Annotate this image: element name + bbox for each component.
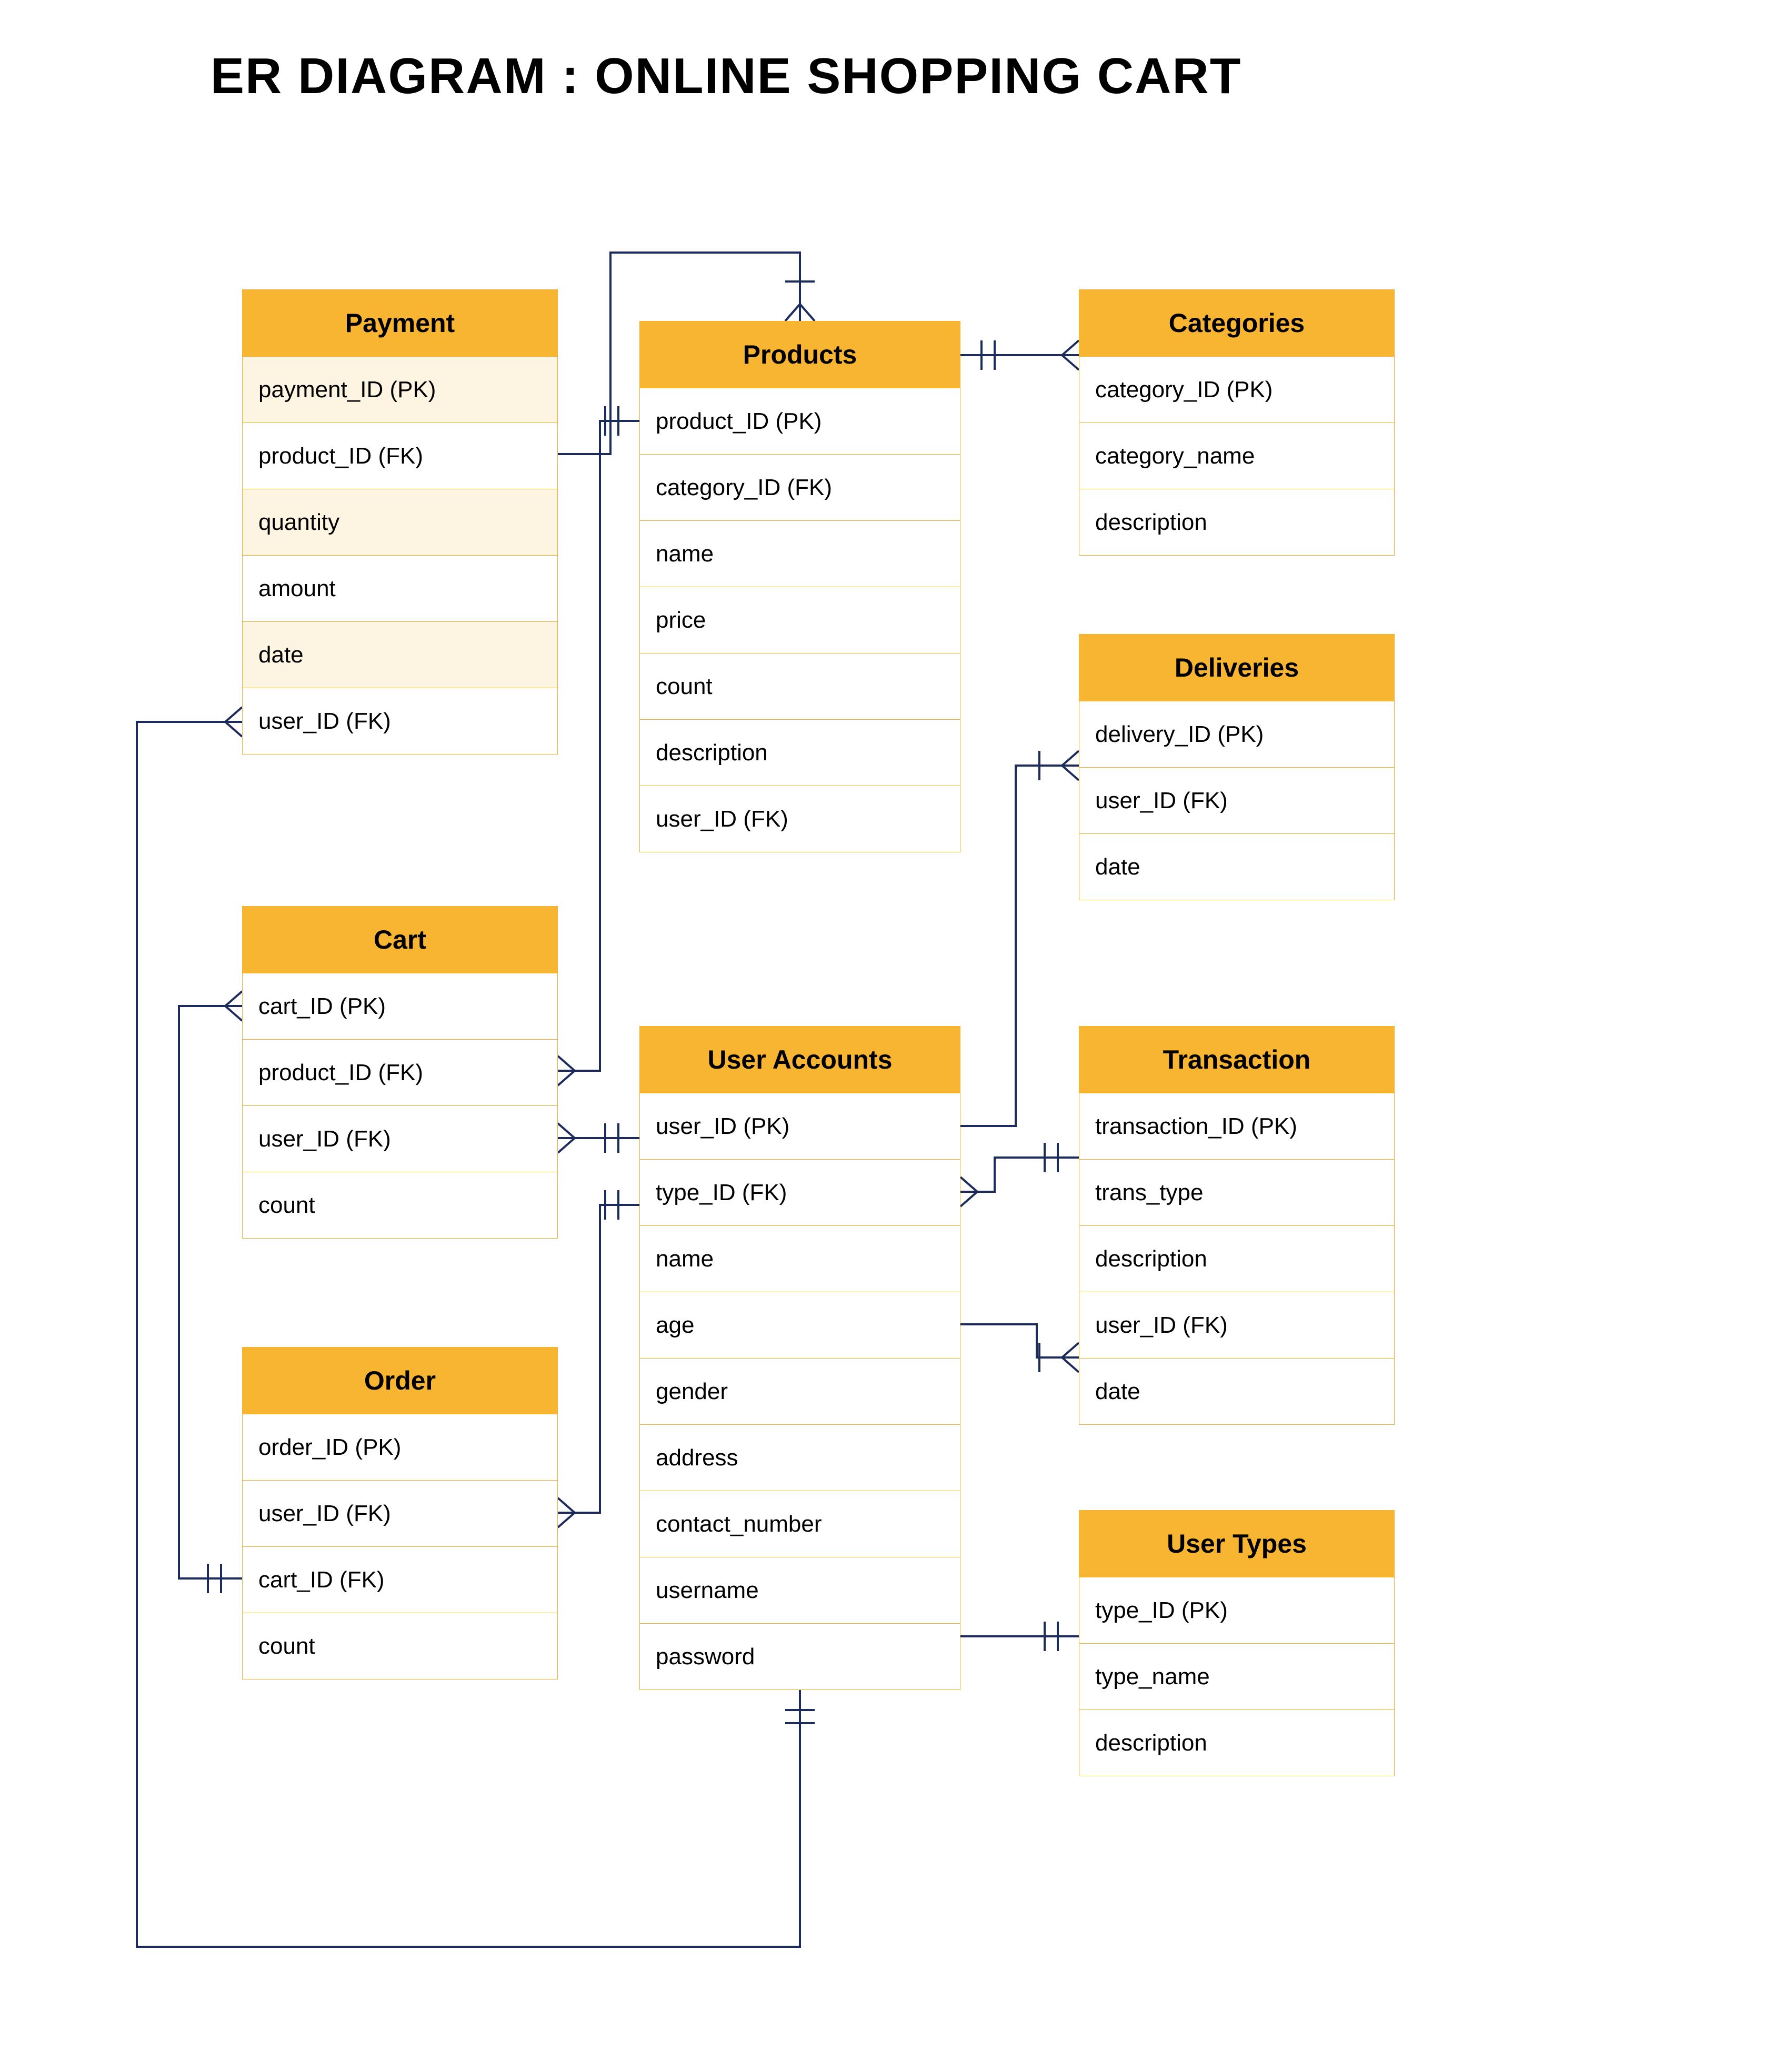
entity-attribute: order_ID (PK) [243,1414,557,1480]
entity-header: Transaction [1079,1027,1394,1093]
entity-attribute: amount [243,555,557,621]
entity-attribute: description [640,719,960,786]
entity-attribute: type_ID (FK) [640,1159,960,1225]
entity-attribute: price [640,587,960,653]
entity-attribute: user_ID (FK) [243,688,557,754]
entity-products: Productsproduct_ID (PK)category_ID (FK)n… [639,321,960,852]
connector-cart-product-to-products [558,406,639,1085]
connector-useraccounts-to-deliveries [960,751,1079,1126]
entity-attribute: gender [640,1358,960,1424]
entity-attribute: description [1079,1709,1394,1776]
entity-attribute: quantity [243,489,557,555]
entity-transaction: Transactiontransaction_ID (PK)trans_type… [1079,1026,1395,1425]
connector-useraccounts-to-transaction-user [960,1324,1079,1372]
entity-attribute: address [640,1424,960,1491]
entity-deliveries: Deliveriesdelivery_ID (PK)user_ID (FK)da… [1079,634,1395,900]
connector-products-to-categories [960,340,1079,370]
entity-attribute: category_ID (PK) [1079,356,1394,423]
entity-attribute: date [1079,1358,1394,1424]
er-diagram-canvas: ER DIAGRAM : ONLINE SHOPPING CART Paymen… [0,0,1773,2072]
entity-attribute: contact_number [640,1491,960,1557]
page-title: ER DIAGRAM : ONLINE SHOPPING CART [211,47,1241,105]
entity-attribute: cart_ID (PK) [243,973,557,1039]
entity-header: Order [243,1347,557,1414]
entity-attribute: password [640,1623,960,1689]
entity-attribute: count [640,653,960,719]
connector-useraccounts-to-transaction-top [960,1143,1079,1206]
entity-attribute: user_ID (PK) [640,1093,960,1159]
entity-header: Payment [243,290,557,356]
entity-payment: Paymentpayment_ID (PK)product_ID (FK)qua… [242,289,558,755]
entity-attribute: category_name [1079,423,1394,489]
entity-attribute: product_ID (FK) [243,1039,557,1105]
entity-attribute: category_ID (FK) [640,454,960,520]
entity-attribute: user_ID (FK) [243,1480,557,1546]
entity-header: Products [640,321,960,388]
entity-header: User Accounts [640,1027,960,1093]
entity-attribute: user_ID (FK) [640,786,960,852]
entity-attribute: count [243,1613,557,1679]
entity-usertypes: User Typestype_ID (PK)type_namedescripti… [1079,1510,1395,1776]
entity-categories: Categoriescategory_ID (PK)category_named… [1079,289,1395,556]
entity-attribute: count [243,1172,557,1238]
entity-attribute: user_ID (FK) [243,1105,557,1172]
entity-header: Categories [1079,290,1394,356]
entity-attribute: description [1079,489,1394,555]
connector-cart-user-to-useraccounts [558,1123,639,1153]
entity-cart: Cartcart_ID (PK)product_ID (FK)user_ID (… [242,906,558,1239]
entity-attribute: user_ID (FK) [1079,767,1394,833]
entity-attribute: username [640,1557,960,1623]
entity-attribute: product_ID (FK) [243,423,557,489]
entity-attribute: name [640,1225,960,1292]
entity-attribute: cart_ID (FK) [243,1546,557,1613]
entity-attribute: date [1079,833,1394,900]
entity-attribute: user_ID (FK) [1079,1292,1394,1358]
entity-header: User Types [1079,1511,1394,1577]
entity-attribute: delivery_ID (PK) [1079,701,1394,767]
connector-useraccounts-type-to-usertypes [960,1622,1079,1651]
entity-attribute: transaction_ID (PK) [1079,1093,1394,1159]
entity-attribute: product_ID (PK) [640,388,960,454]
entity-attribute: trans_type [1079,1159,1394,1225]
entity-attribute: payment_ID (PK) [243,356,557,423]
entity-attribute: type_name [1079,1643,1394,1709]
entity-attribute: date [243,621,557,688]
entity-attribute: age [640,1292,960,1358]
entity-attribute: name [640,520,960,587]
connector-order-user-to-useraccounts [558,1190,639,1527]
entity-attribute: description [1079,1225,1394,1292]
connector-order-cart-to-cart [179,991,242,1593]
entity-header: Deliveries [1079,635,1394,701]
entity-attribute: type_ID (PK) [1079,1577,1394,1643]
entity-useraccounts: User Accountsuser_ID (PK)type_ID (FK)nam… [639,1026,960,1690]
entity-order: Orderorder_ID (PK)user_ID (FK)cart_ID (F… [242,1347,558,1679]
entity-header: Cart [243,907,557,973]
